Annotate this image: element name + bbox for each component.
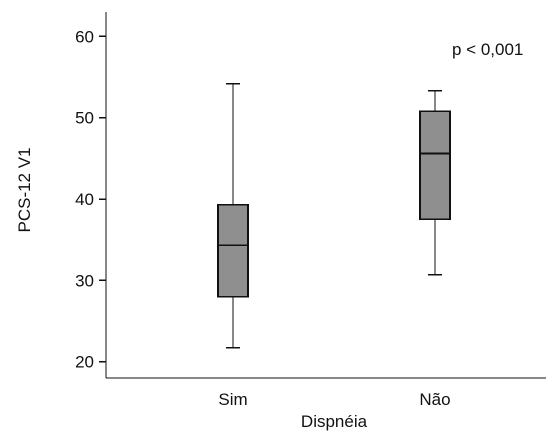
x-category-label-sim: Sim bbox=[218, 390, 247, 409]
x-category-label-nao: Não bbox=[419, 390, 450, 409]
x-axis-title: Dispnéia bbox=[301, 412, 368, 431]
y-tick-label-40: 40 bbox=[75, 190, 94, 209]
y-tick-label-50: 50 bbox=[75, 109, 94, 128]
y-ticks-layer: 20 30 40 50 60 bbox=[75, 27, 106, 372]
box-group-sim bbox=[217, 82, 249, 349]
box-group-nao bbox=[419, 90, 451, 276]
p-value-annotation: p < 0,001 bbox=[452, 40, 523, 59]
boxes-layer: Sim Não bbox=[217, 82, 451, 409]
iqr-box-sim bbox=[217, 203, 249, 298]
y-tick-label-30: 30 bbox=[75, 271, 94, 290]
axes-layer bbox=[105, 12, 546, 379]
y-tick-label-60: 60 bbox=[75, 27, 94, 46]
y-axis-title: PCS-12 V1 bbox=[15, 147, 34, 232]
y-tick-label-20: 20 bbox=[75, 353, 94, 372]
iqr-box-nao bbox=[419, 110, 451, 221]
labels-layer: p < 0,001 Dispnéia PCS-12 V1 bbox=[15, 40, 523, 431]
